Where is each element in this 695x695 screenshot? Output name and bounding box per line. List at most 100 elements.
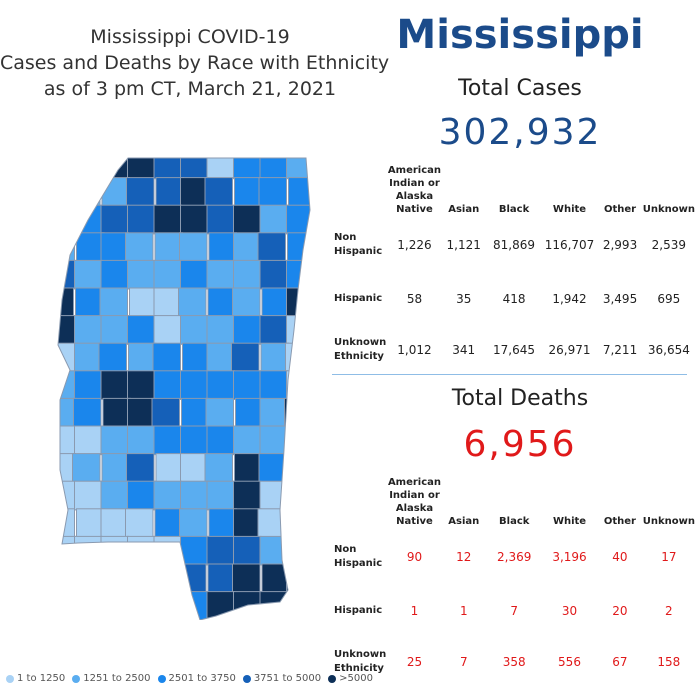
county [257, 232, 286, 262]
table-cell: 341 [452, 343, 476, 357]
table-cell: 67 [612, 655, 628, 669]
col-header-asian: Asian [448, 204, 480, 215]
county [58, 591, 76, 620]
title-line-1: Mississippi COVID-19 [90, 26, 290, 48]
county [58, 425, 76, 456]
table-cell: 1 [410, 604, 419, 618]
county [100, 425, 129, 456]
county [233, 425, 262, 456]
county [153, 315, 182, 345]
table-row: Unknown Ethnicity 25 7 358 556 67 158 [330, 636, 695, 688]
county [58, 158, 76, 180]
total-deaths-label: Total Deaths [451, 386, 589, 411]
table-row: Non Hispanic 1,226 1,121 81,869 116,707 … [330, 216, 695, 274]
county [288, 453, 310, 483]
county [100, 232, 129, 262]
county [127, 315, 156, 345]
table-cell: 418 [502, 292, 526, 306]
county [180, 177, 209, 207]
county [125, 508, 154, 538]
county [99, 287, 128, 318]
col-header-aian: American Indian or Alaska Native [387, 477, 442, 527]
county [153, 158, 182, 180]
county [180, 480, 209, 511]
county [205, 397, 234, 428]
table-cell: 17 [661, 550, 677, 564]
county [58, 315, 76, 345]
county [233, 315, 262, 345]
county [284, 397, 310, 428]
table-cell: 1,012 [397, 343, 432, 357]
section-divider [332, 374, 687, 375]
county [76, 508, 105, 538]
county [154, 508, 183, 538]
county [259, 259, 288, 290]
county [127, 425, 156, 456]
county [153, 425, 182, 456]
county [206, 259, 235, 290]
row-label: Unknown Ethnicity [334, 649, 387, 674]
table-cell: 2,369 [497, 550, 532, 564]
county [153, 259, 182, 290]
county [58, 204, 76, 235]
county [74, 342, 103, 373]
table-row: Hispanic 1 1 7 30 20 2 [330, 586, 695, 636]
legend-swatch [328, 674, 337, 683]
county [58, 480, 76, 511]
county [101, 453, 130, 483]
county [125, 232, 154, 262]
county [74, 591, 103, 620]
county [76, 232, 105, 262]
county [75, 563, 104, 594]
county [100, 591, 129, 620]
county [286, 535, 310, 566]
county [58, 232, 75, 262]
table-cell: 35 [456, 292, 472, 306]
county [206, 591, 235, 620]
col-header-black: Black [498, 204, 530, 215]
county [127, 259, 156, 290]
col-header-unknown: Unknown [642, 204, 695, 215]
county [180, 259, 209, 290]
county [233, 591, 262, 620]
county [206, 204, 235, 235]
county [180, 158, 209, 180]
col-header-black: Black [499, 516, 530, 527]
county [178, 287, 207, 318]
county [259, 315, 288, 345]
county [153, 204, 182, 235]
table-cell: 26,971 [548, 343, 591, 357]
legend-swatch [157, 674, 166, 683]
county [179, 508, 208, 538]
county [153, 535, 182, 566]
legend-item: >5000 [328, 673, 373, 684]
county [231, 342, 260, 373]
legend-item: 3751 to 5000 [242, 673, 321, 684]
row-label: Non Hispanic [334, 232, 383, 257]
county [180, 315, 209, 345]
county [232, 563, 261, 594]
county [154, 232, 183, 262]
county [72, 177, 101, 207]
table-row: Hispanic 58 35 418 1,942 3,495 695 [330, 274, 695, 324]
table-cell: 2 [665, 604, 673, 618]
county [258, 453, 287, 483]
county [260, 342, 289, 373]
table-cell: 58 [406, 292, 423, 306]
county [180, 204, 209, 235]
county [234, 177, 263, 207]
county [234, 453, 263, 483]
county [286, 425, 310, 456]
county [74, 158, 103, 180]
total-deaths-value: 6,956 [463, 424, 577, 465]
col-header-other: Other [603, 516, 636, 527]
county [180, 425, 209, 456]
county [206, 158, 235, 180]
row-label: Hispanic [334, 605, 383, 616]
county [233, 480, 262, 511]
table-cell: 7 [459, 655, 468, 669]
county [286, 158, 310, 180]
county [232, 287, 261, 318]
county [153, 563, 182, 594]
county [58, 563, 74, 594]
